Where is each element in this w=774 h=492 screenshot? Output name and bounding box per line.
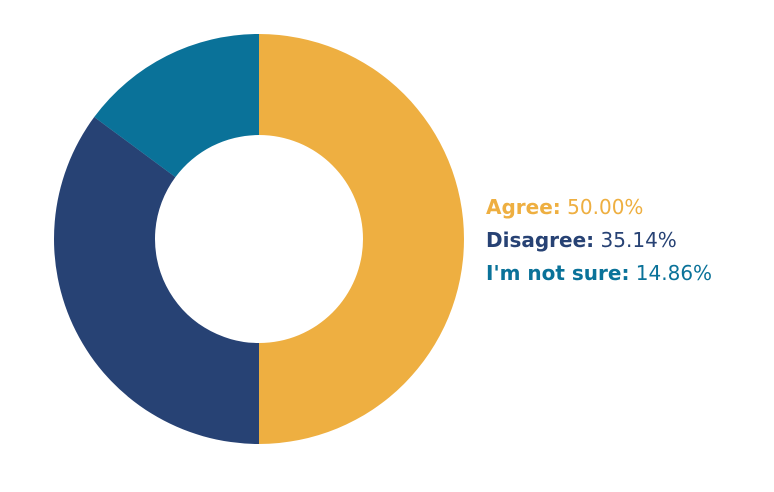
legend-label-agree: Agree: — [486, 195, 561, 219]
chart-legend: Agree: 50.00% Disagree: 35.14% I'm not s… — [486, 191, 712, 290]
legend-label-disagree: Disagree: — [486, 228, 595, 252]
legend-value-not-sure: 14.86% — [635, 261, 713, 285]
legend-value-agree: 50.00% — [567, 195, 644, 219]
legend-item-disagree: Disagree: 35.14% — [486, 224, 712, 257]
legend-value-disagree: 35.14% — [600, 228, 677, 252]
legend-item-agree: Agree: 50.00% — [486, 191, 712, 224]
legend-item-not-sure: I'm not sure: 14.86% — [486, 257, 712, 290]
legend-label-not-sure: I'm not sure: — [486, 261, 630, 285]
donut-slice-agree — [259, 34, 464, 444]
donut-slice-not-sure — [94, 34, 259, 178]
donut-slice-disagree — [53, 117, 259, 444]
